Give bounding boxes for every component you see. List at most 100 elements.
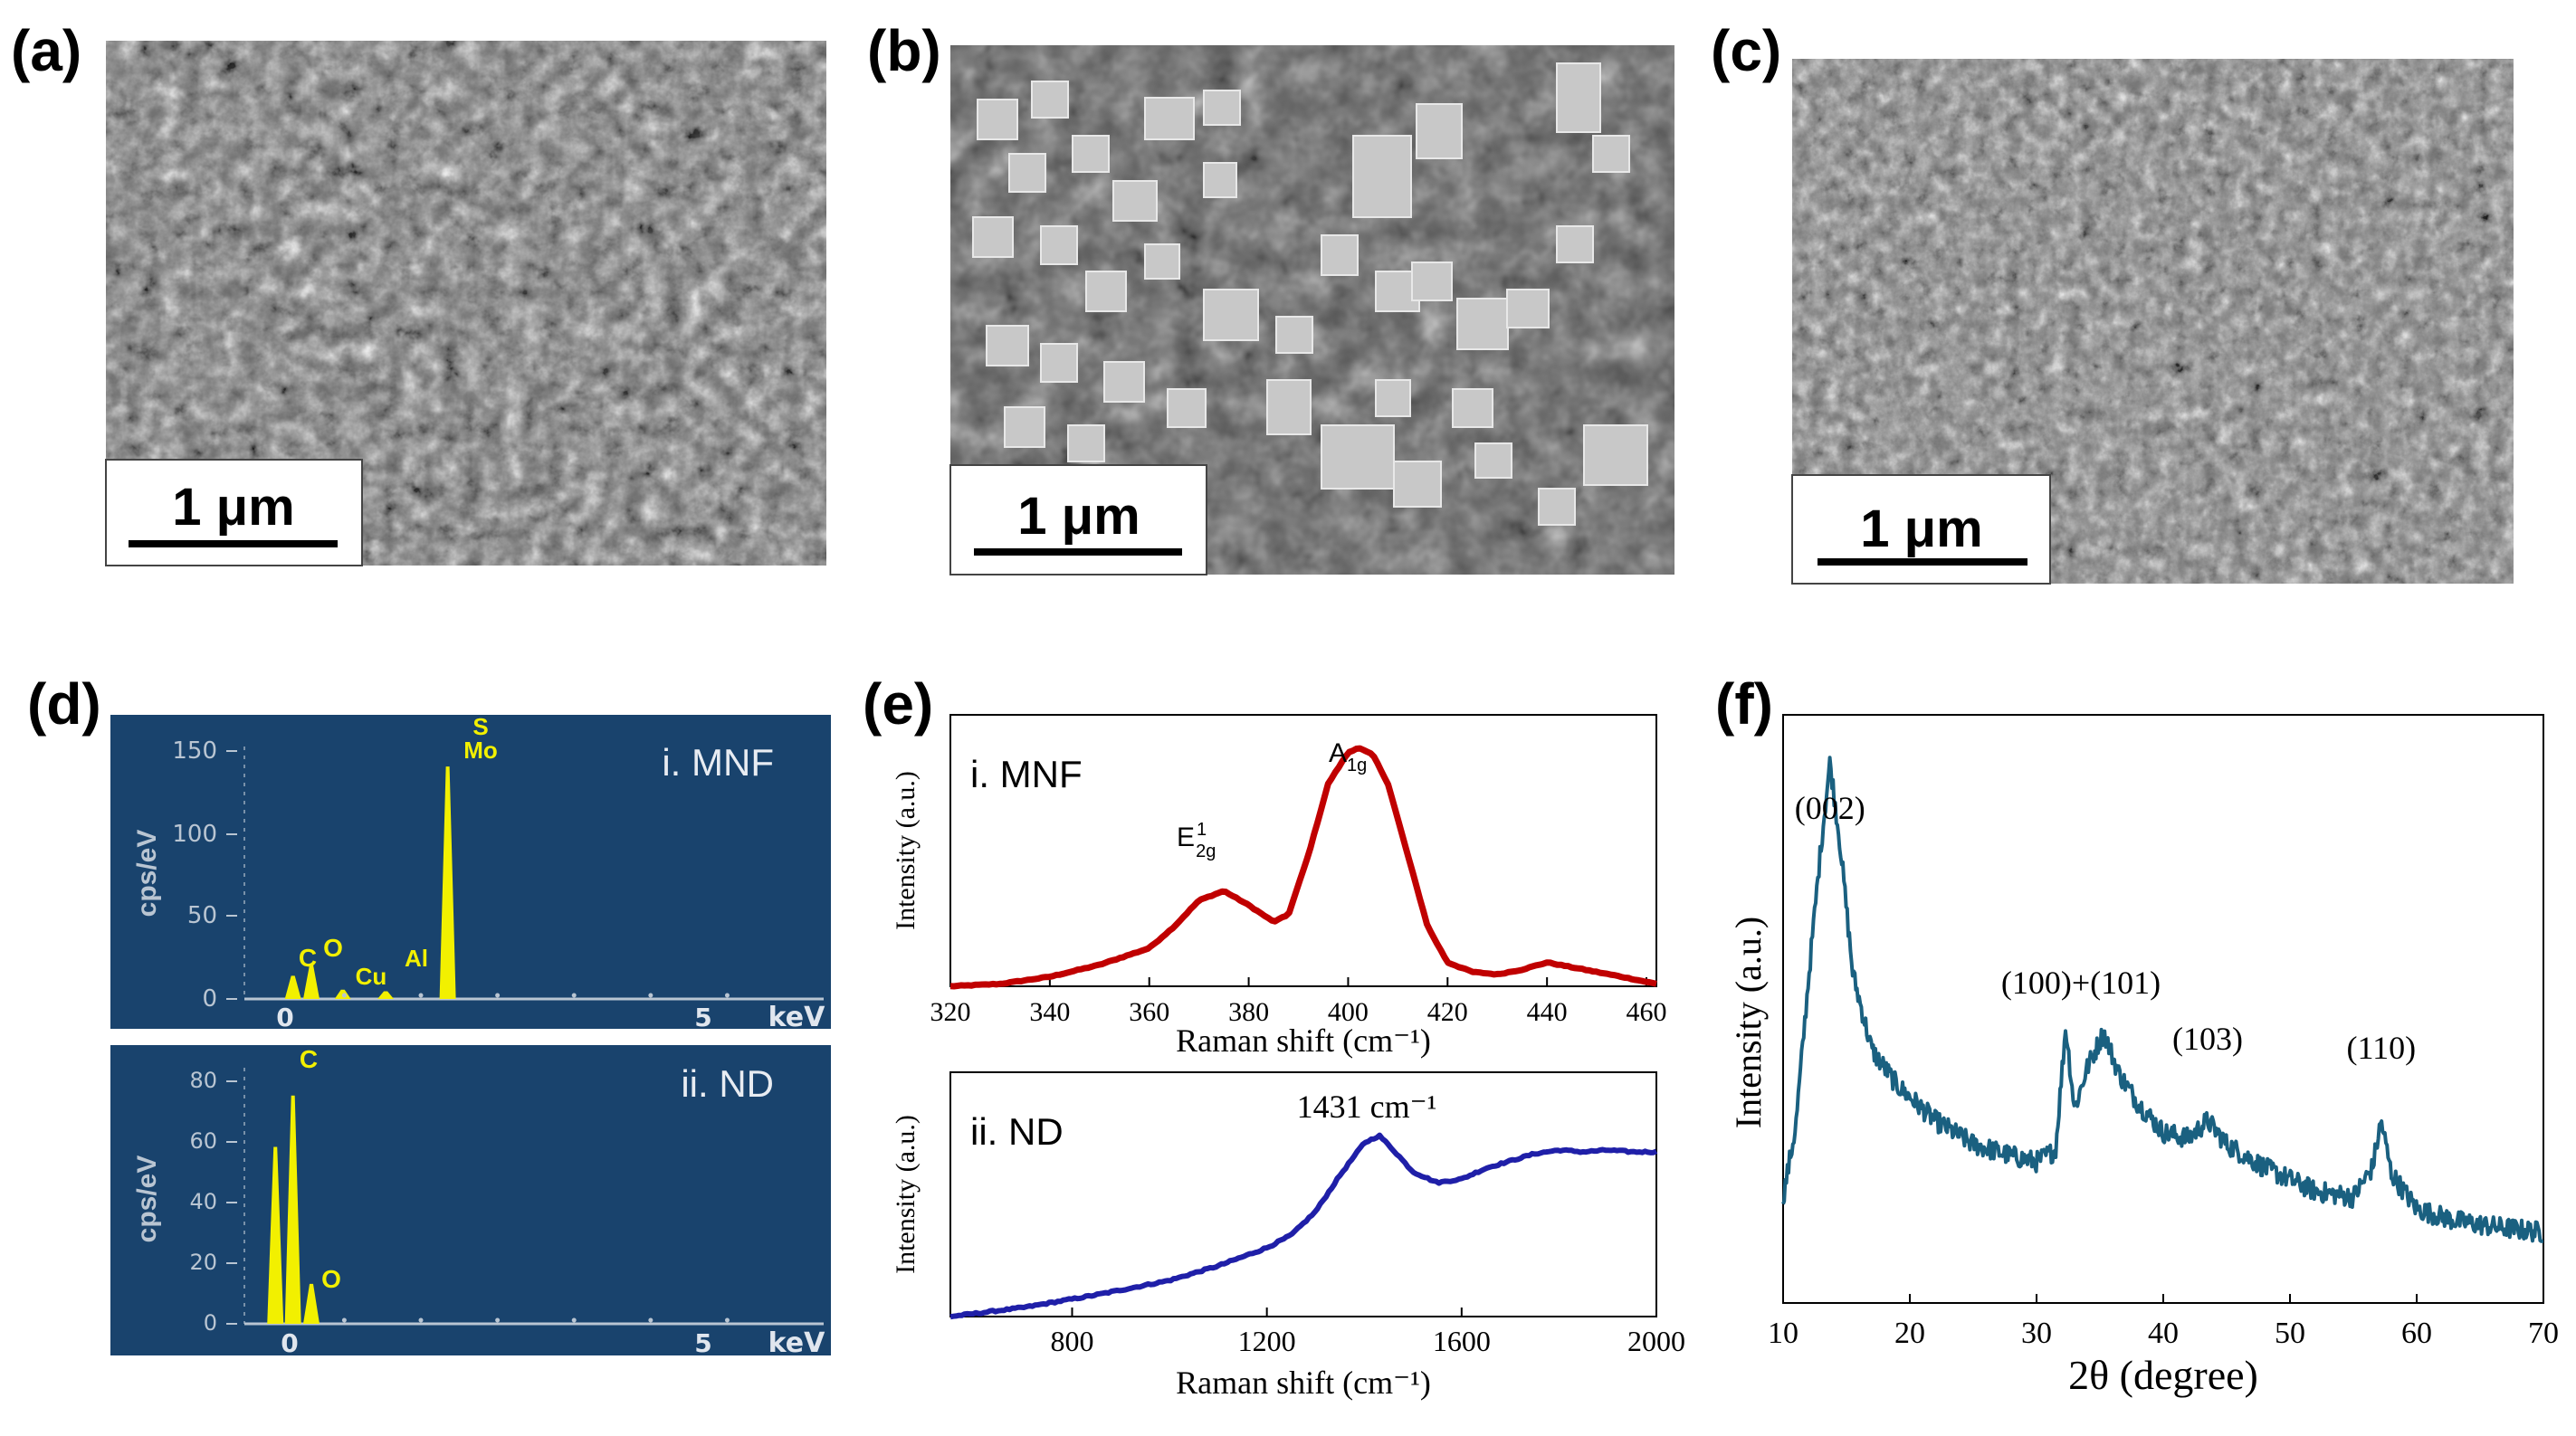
raman-mnf-line	[949, 745, 1657, 990]
raman-mnf-xlabel: Raman shift (cm⁻¹)	[1176, 1022, 1431, 1059]
raman-mnf-frame	[949, 714, 1657, 987]
xrd-xtick-label: 60	[2401, 1317, 2432, 1350]
raman-nd-xlabel: Raman shift (cm⁻¹)	[1176, 1365, 1431, 1401]
scale-bar-c: 1 μm	[1791, 474, 2051, 585]
xrd-xtick-label: 20	[1894, 1317, 1925, 1350]
eds-nd-background	[110, 1045, 831, 1355]
eds-nd-xlabel: keV	[768, 1327, 825, 1359]
raman-mnf-xtick-label: 340	[1029, 997, 1070, 1027]
raman-nd-annotation: 1431 cm⁻¹	[1297, 1089, 1437, 1125]
eds-mnf-xtick: 5	[694, 1003, 711, 1032]
xrd-xlabel: 2θ (degree)	[2068, 1352, 2258, 1398]
eds-nd-peaks	[267, 1095, 730, 1324]
eds-nd-baseline-marker	[341, 1317, 347, 1323]
scale-bar-b-label: 1 μm	[1017, 487, 1140, 546]
panel-label-f: (f)	[1715, 671, 1773, 737]
eds-mnf-baseline-marker	[341, 993, 347, 998]
raman-mnf-xtick-label: 440	[1527, 997, 1568, 1027]
scale-bar-a: 1 μm	[105, 459, 363, 566]
xrd-xtick-label: 50	[2275, 1317, 2305, 1350]
eds-mnf-peak	[303, 965, 320, 999]
eds-nd-ytick: 80	[189, 1068, 217, 1093]
eds-mnf-peak-label-al: Al	[405, 945, 428, 972]
eds-nd-baseline-marker	[418, 1317, 424, 1323]
xrd-xtick-label: 10	[1768, 1317, 1798, 1350]
eds-nd-xtick: 0	[281, 1328, 298, 1358]
eds-nd-peak	[267, 1146, 284, 1324]
eds-chart-nd: 0 20 40 60 80 cps/eV 0 5 keV ii. ND C O	[110, 1045, 831, 1359]
eds-mnf-peak-label-c: C	[299, 944, 317, 972]
raman-mnf-xtick-label: 360	[1129, 997, 1169, 1027]
eds-nd-ytick: 60	[189, 1128, 217, 1154]
eds-mnf-peak-label-mo: Mo	[463, 737, 498, 764]
eds-mnf-peak-label-o: O	[323, 934, 343, 962]
eds-nd-baseline-marker	[571, 1317, 577, 1323]
scale-bar-c-label: 1 μm	[1860, 499, 1982, 558]
eds-mnf-baseline-marker	[724, 993, 730, 998]
raman-mnf-xtick-label: 320	[930, 997, 971, 1027]
eds-nd-ytick: 0	[204, 1310, 217, 1336]
panel-label-b: (b)	[867, 18, 941, 83]
raman-nd-ylabel: Intensity (a.u.)	[891, 1115, 921, 1274]
eds-mnf-ytick: 150	[172, 737, 217, 765]
raman-nd-line	[949, 1132, 1658, 1320]
scale-bar-b: 1 μm	[949, 464, 1207, 575]
eds-nd-ytick: 40	[189, 1189, 217, 1214]
panel-label-d: (d)	[27, 671, 101, 737]
xrd-chart: 10 20 30 40 50 60 70 (002) (100)+(101) (103) (110…	[1728, 714, 2559, 1398]
eds-nd-title: ii. ND	[681, 1062, 774, 1105]
raman-chart-mnf: 320 340 360 380 400 420 440 460 i. MNF Intensit…	[891, 714, 1667, 1059]
eds-chart-mnf: 0 50 100 150 cps/eV 0 5 keV i. MNF S Mo …	[110, 713, 831, 1033]
raman-mnf-ticks: 320 340 360 380 400 420 440 460	[930, 977, 1667, 1027]
eds-mnf-peak	[439, 766, 456, 999]
eds-nd-peak	[284, 1095, 301, 1324]
panel-label-c: (c)	[1711, 18, 1781, 83]
eds-mnf-ytick: 0	[202, 985, 217, 1013]
raman-nd-title: ii. ND	[970, 1110, 1064, 1153]
xrd-peak-label: (110)	[2346, 1030, 2416, 1066]
raman-nd-ticks: 800 1200 1600 2000	[1050, 1308, 1685, 1357]
eds-mnf-ytick: 100	[172, 821, 217, 848]
raman-nd-frame	[949, 1071, 1657, 1317]
raman-a1g-base: A	[1329, 738, 1347, 768]
xrd-peak-labels: (002) (100)+(101) (103) (110)	[1795, 790, 2416, 1066]
xrd-ticks: 10 20 30 40 50 60 70	[1768, 1294, 2559, 1350]
eds-mnf-ylabel: cps/eV	[132, 830, 162, 918]
raman-mnf-ylabel: Intensity (a.u.)	[891, 771, 921, 930]
xrd-xtick-label: 40	[2148, 1317, 2179, 1350]
raman-a1g-sub: 1g	[1347, 756, 1367, 775]
eds-nd-ylabel: cps/eV	[132, 1155, 162, 1243]
raman-e2g-label: E 1 2g	[1177, 820, 1216, 861]
eds-mnf-peak-label-cu: Cu	[356, 963, 387, 990]
eds-mnf-title: i. MNF	[662, 741, 774, 784]
scale-bar-a-label: 1 μm	[172, 478, 294, 537]
eds-mnf-baseline-marker	[418, 993, 424, 998]
eds-mnf-xlabel: keV	[768, 1002, 825, 1033]
raman-e2g-base: E	[1177, 823, 1195, 852]
eds-mnf-peak-label-s: S	[472, 713, 488, 740]
eds-mnf-baseline-marker	[495, 993, 501, 998]
eds-nd-baseline-marker	[724, 1317, 730, 1323]
eds-nd-xtick: 5	[694, 1328, 711, 1358]
xrd-ylabel: Intensity (a.u.)	[1728, 917, 1769, 1128]
xrd-line	[1781, 756, 2544, 1243]
xrd-peak-label: (103)	[2172, 1021, 2243, 1057]
eds-mnf-baseline-marker	[571, 993, 577, 998]
raman-mnf-xtick-label: 400	[1328, 997, 1369, 1027]
raman-nd-xtick-label: 2000	[1627, 1325, 1685, 1357]
eds-mnf-peak	[377, 991, 395, 999]
xrd-xtick-label: 70	[2528, 1317, 2559, 1350]
eds-mnf-baseline-marker	[648, 993, 654, 998]
xrd-peak-label: (002)	[1795, 790, 1865, 826]
panel-label-e: (e)	[863, 671, 933, 737]
raman-nd-xtick-label: 1600	[1433, 1325, 1491, 1357]
eds-mnf-background	[110, 715, 831, 1029]
eds-mnf-xtick: 0	[276, 1003, 293, 1032]
eds-mnf-yticks: 0 50 100 150	[172, 737, 217, 1013]
eds-mnf-peaks	[284, 766, 730, 999]
eds-nd-baseline-marker	[495, 1317, 501, 1323]
raman-mnf-xtick-label: 460	[1627, 997, 1667, 1027]
eds-nd-baseline-marker	[648, 1317, 654, 1323]
eds-nd-peak-label-o: O	[321, 1265, 341, 1293]
